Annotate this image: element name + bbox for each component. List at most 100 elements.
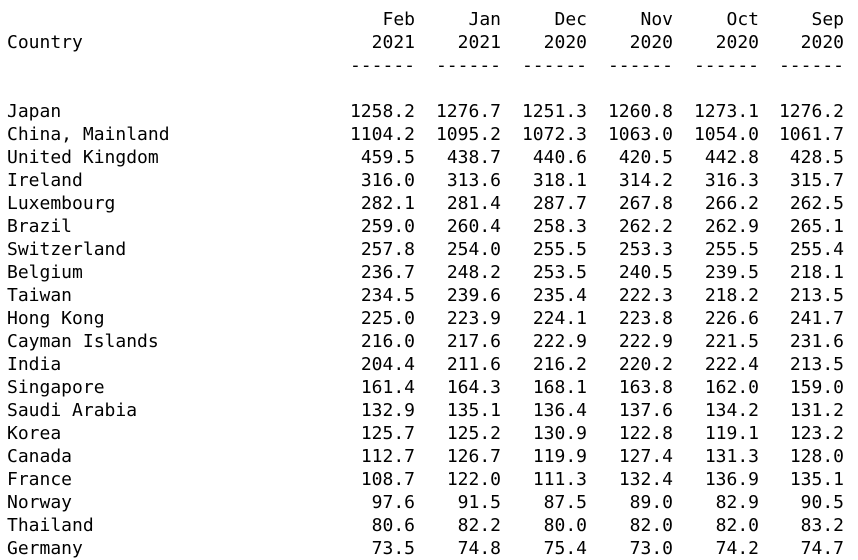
value-cell: 82.0 — [629, 515, 673, 536]
value-cell: 223.8 — [618, 308, 673, 329]
value-cell: 135.1 — [446, 400, 501, 421]
value-cell: 235.4 — [532, 285, 587, 306]
table-row: Luxembourg 282.1 281.4 287.7 267.8 266.2… — [0, 192, 858, 215]
value-cell: 162.0 — [704, 377, 759, 398]
value-cell: 82.9 — [715, 492, 759, 513]
value-cell: 217.6 — [446, 331, 501, 352]
header-month-row: Feb Jan Dec Nov Oct Sep — [0, 8, 858, 31]
column-year: 2020 — [543, 32, 587, 53]
country-name: Singapore — [7, 377, 105, 398]
value-cell: 318.1 — [532, 170, 587, 191]
table-row: France 108.7 122.0 111.3 132.4 136.9 135… — [0, 468, 858, 491]
value-cell: 125.2 — [446, 423, 501, 444]
column-month: Jan — [468, 9, 501, 30]
column-rule: ------ — [607, 55, 673, 76]
country-name: Canada — [7, 446, 73, 467]
value-cell: 248.2 — [446, 262, 501, 283]
header-year-row: Country 2021 2021 2020 2020 2020 2020 — [0, 31, 858, 54]
value-cell: 218.2 — [704, 285, 759, 306]
value-cell: 265.1 — [789, 216, 844, 237]
value-cell: 163.8 — [618, 377, 673, 398]
value-cell: 89.0 — [629, 492, 673, 513]
country-name: India — [7, 354, 62, 375]
country-name: France — [7, 469, 73, 490]
country-name: Brazil — [7, 216, 73, 237]
country-name: Germany — [7, 538, 83, 559]
value-cell: 222.4 — [704, 354, 759, 375]
value-cell: 226.6 — [704, 308, 759, 329]
country-column-header: Country — [7, 32, 83, 53]
value-cell: 428.5 — [789, 147, 844, 168]
column-rule: ------ — [435, 55, 501, 76]
value-cell: 122.8 — [618, 423, 673, 444]
value-cell: 1104.2 — [349, 124, 415, 145]
value-cell: 132.9 — [360, 400, 415, 421]
value-cell: 316.3 — [704, 170, 759, 191]
value-cell: 222.3 — [618, 285, 673, 306]
value-cell: 236.7 — [360, 262, 415, 283]
value-cell: 130.9 — [532, 423, 587, 444]
value-cell: 281.4 — [446, 193, 501, 214]
country-name: Belgium — [7, 262, 83, 283]
value-cell: 213.5 — [789, 285, 844, 306]
column-month: Dec — [554, 9, 587, 30]
value-cell: 80.6 — [371, 515, 415, 536]
value-cell: 220.2 — [618, 354, 673, 375]
table-row: United Kingdom 459.5 438.7 440.6 420.5 4… — [0, 146, 858, 169]
value-cell: 1258.2 — [349, 101, 415, 122]
table-row: Saudi Arabia 132.9 135.1 136.4 137.6 134… — [0, 399, 858, 422]
country-name: Japan — [7, 101, 62, 122]
value-cell: 73.5 — [371, 538, 415, 559]
value-cell: 315.7 — [789, 170, 844, 191]
value-cell: 135.1 — [789, 469, 844, 490]
value-cell: 255.4 — [789, 239, 844, 260]
value-cell: 459.5 — [360, 147, 415, 168]
value-cell: 119.9 — [532, 446, 587, 467]
country-name: Ireland — [7, 170, 83, 191]
table-row: Korea 125.7 125.2 130.9 122.8 119.1 123.… — [0, 422, 858, 445]
value-cell: 83.2 — [800, 515, 844, 536]
table-row: China, Mainland 1104.2 1095.2 1072.3 106… — [0, 123, 858, 146]
value-cell: 266.2 — [704, 193, 759, 214]
value-cell: 314.2 — [618, 170, 673, 191]
country-name: Saudi Arabia — [7, 400, 138, 421]
value-cell: 240.5 — [618, 262, 673, 283]
value-cell: 159.0 — [789, 377, 844, 398]
table-row: Canada 112.7 126.7 119.9 127.4 131.3 128… — [0, 445, 858, 468]
value-cell: 90.5 — [800, 492, 844, 513]
country-name: Thailand — [7, 515, 94, 536]
value-cell: 218.1 — [789, 262, 844, 283]
value-cell: 287.7 — [532, 193, 587, 214]
value-cell: 260.4 — [446, 216, 501, 237]
value-cell: 221.5 — [704, 331, 759, 352]
value-cell: 239.6 — [446, 285, 501, 306]
value-cell: 119.1 — [704, 423, 759, 444]
country-name: Norway — [7, 492, 73, 513]
value-cell: 1095.2 — [435, 124, 501, 145]
value-cell: 259.0 — [360, 216, 415, 237]
column-year: 2020 — [715, 32, 759, 53]
column-year: 2021 — [457, 32, 501, 53]
country-name: Cayman Islands — [7, 331, 159, 352]
column-year: 2020 — [800, 32, 844, 53]
value-cell: 257.8 — [360, 239, 415, 260]
column-month: Feb — [382, 9, 415, 30]
country-name: Hong Kong — [7, 308, 105, 329]
value-cell: 73.0 — [629, 538, 673, 559]
value-cell: 262.9 — [704, 216, 759, 237]
value-cell: 125.7 — [360, 423, 415, 444]
value-cell: 1273.1 — [693, 101, 759, 122]
column-month: Nov — [640, 9, 673, 30]
value-cell: 224.1 — [532, 308, 587, 329]
table-row: Cayman Islands 216.0 217.6 222.9 222.9 2… — [0, 330, 858, 353]
value-cell: 132.4 — [618, 469, 673, 490]
country-name: China, Mainland — [7, 124, 170, 145]
column-year: 2021 — [371, 32, 415, 53]
value-cell: 1276.7 — [435, 101, 501, 122]
value-cell: 126.7 — [446, 446, 501, 467]
value-cell: 74.7 — [800, 538, 844, 559]
table-body: Japan 1258.2 1276.7 1251.3 1260.8 1273.1… — [0, 100, 858, 560]
column-rule: ------ — [349, 55, 415, 76]
table-row: Brazil 259.0 260.4 258.3 262.2 262.9 265… — [0, 215, 858, 238]
